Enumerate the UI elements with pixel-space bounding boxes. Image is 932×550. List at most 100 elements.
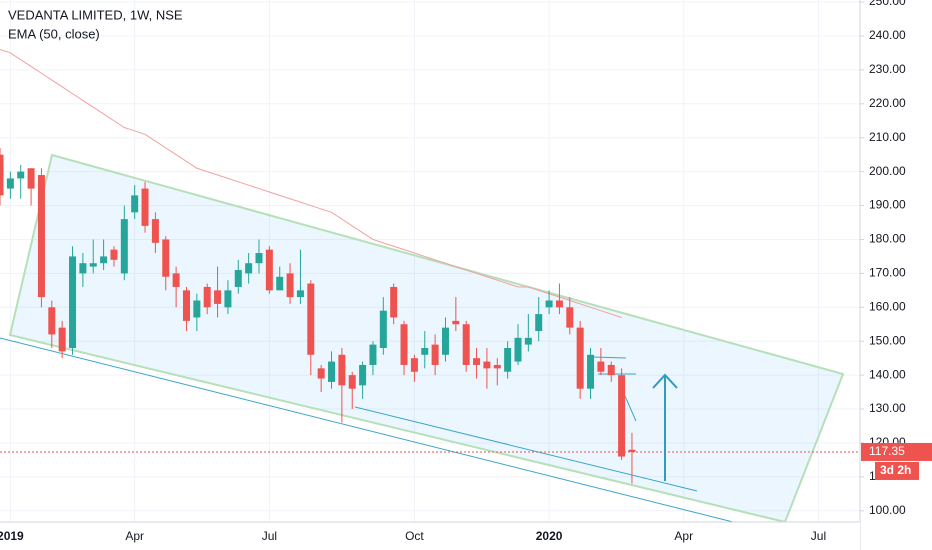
candle-body <box>286 273 294 298</box>
candle-body <box>120 219 128 274</box>
candle-body <box>58 327 66 352</box>
candle-body <box>48 307 56 335</box>
trend-line <box>354 406 698 492</box>
x-tick-label: Apr <box>125 529 144 543</box>
candle-body <box>369 344 377 365</box>
plot <box>0 49 860 484</box>
candle-body <box>587 354 595 389</box>
candle-body <box>379 310 387 348</box>
candle-body <box>338 354 346 386</box>
y-tick-label: 100.00 <box>869 503 906 517</box>
candle-body <box>307 283 315 355</box>
candle-body <box>110 249 118 260</box>
trend-line <box>591 356 627 359</box>
candle-body <box>504 348 512 372</box>
candle-body <box>555 300 563 308</box>
candle-body <box>597 361 605 372</box>
y-tick-label: 190.00 <box>869 198 906 212</box>
candle-body <box>628 449 636 452</box>
x-tick-label: Jul <box>262 529 277 543</box>
x-tick-label: 2020 <box>536 529 563 543</box>
candle-body <box>618 375 626 457</box>
countdown-tag <box>875 461 919 480</box>
last-price-tag <box>861 442 932 461</box>
last-price-label: 117.35 <box>869 444 905 458</box>
candle-body <box>421 348 429 355</box>
y-tick-label: 170.00 <box>869 266 906 280</box>
candle-body <box>400 324 408 365</box>
candle-body <box>566 307 574 328</box>
candle-body <box>328 361 336 382</box>
candle-body <box>203 286 211 308</box>
candle-body <box>441 327 449 355</box>
y-tick-label: 130.00 <box>869 401 906 415</box>
y-tick-label: 250.00 <box>869 0 906 8</box>
y-tick-label: 210.00 <box>869 130 906 144</box>
candle-body <box>234 269 242 287</box>
y-tick-label: 140.00 <box>869 367 906 381</box>
arrow-head <box>652 373 678 389</box>
candle-body <box>431 344 439 365</box>
trend-line <box>624 395 637 422</box>
y-tick-label: 160.00 <box>869 299 906 313</box>
candle-body <box>245 263 253 274</box>
y-tick-label: 200.00 <box>869 164 906 178</box>
candle-body <box>6 178 14 189</box>
candle-body <box>524 337 532 345</box>
candle-body <box>607 364 615 376</box>
candle-body <box>79 263 87 274</box>
candle-body <box>483 361 491 369</box>
candle-body <box>69 256 77 348</box>
candle-body <box>141 188 149 226</box>
y-tick-label: 240.00 <box>869 28 906 42</box>
candle-body <box>100 256 108 264</box>
candle-body <box>224 290 232 308</box>
candle-body <box>0 154 4 196</box>
candle-body <box>462 324 470 365</box>
candle-body <box>89 263 97 267</box>
candle-body <box>514 337 522 362</box>
candle-body <box>317 368 325 379</box>
x-tick-label: 2019 <box>0 529 24 543</box>
x-tick-label: Oct <box>405 529 424 543</box>
candle-body <box>37 175 45 298</box>
time-axis <box>0 522 860 550</box>
candle-body <box>359 364 367 386</box>
candle-body <box>276 276 284 291</box>
chart-title: VEDANTA LIMITED, 1W, NSE <box>8 7 183 22</box>
candle-body <box>545 300 553 308</box>
candle-body <box>390 286 398 318</box>
candle-body <box>452 320 460 325</box>
candle-body <box>151 219 159 243</box>
candle-body <box>493 364 501 369</box>
candle-body <box>410 358 418 372</box>
candle-body <box>131 195 139 213</box>
candle-body <box>182 290 190 321</box>
candle-body <box>576 327 584 389</box>
candle-body <box>473 358 481 365</box>
candle-body <box>265 249 273 291</box>
candle-body <box>162 239 170 277</box>
candle-body <box>296 290 304 298</box>
candle-body <box>348 375 356 389</box>
y-tick-label: 230.00 <box>869 62 906 76</box>
countdown-label: 3d 2h <box>880 463 911 477</box>
candle-body <box>172 273 180 287</box>
candle-body <box>255 253 263 264</box>
y-tick-label: 180.00 <box>869 232 906 246</box>
y-tick-label: 220.00 <box>869 96 906 110</box>
indicator-label: EMA (50, close) <box>8 26 100 41</box>
candle-body <box>535 314 543 332</box>
candle-body <box>27 168 35 189</box>
trend-line <box>0 337 746 526</box>
x-tick-label: Jul <box>811 529 826 543</box>
x-tick-label: Apr <box>674 529 693 543</box>
ema-line <box>0 49 622 318</box>
y-tick-label: 150.00 <box>869 333 906 347</box>
candle-body <box>214 290 222 304</box>
candle-body <box>193 300 201 318</box>
candle-body <box>17 171 25 179</box>
